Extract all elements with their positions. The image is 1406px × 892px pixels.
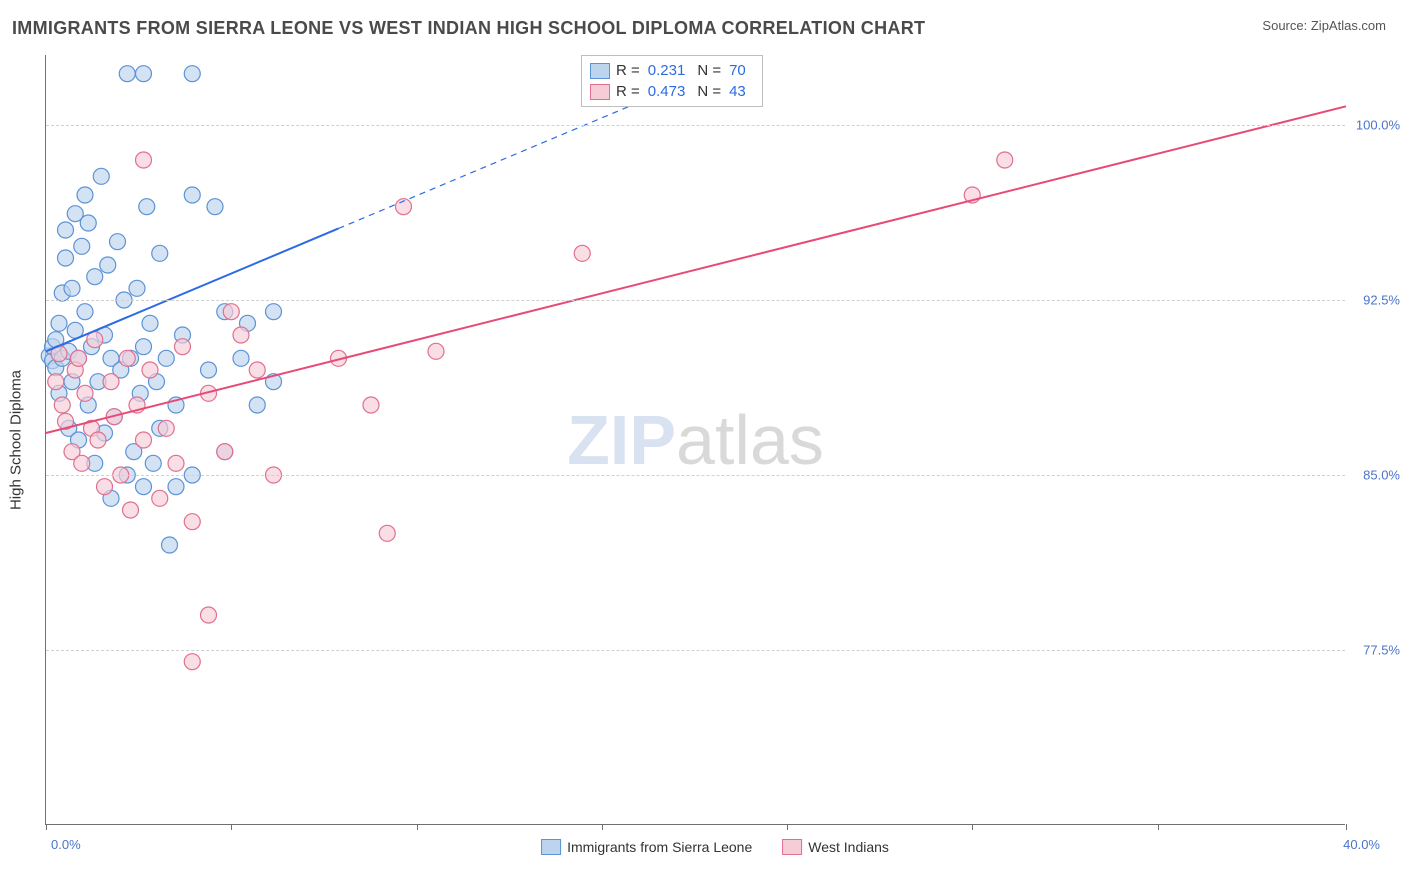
x-tick (231, 824, 232, 830)
y-tick-label: 77.5% (1350, 643, 1400, 658)
legend-label: West Indians (808, 839, 889, 855)
x-tick (972, 824, 973, 830)
y-tick-label: 92.5% (1350, 293, 1400, 308)
legend-swatch (541, 839, 561, 855)
legend-label: Immigrants from Sierra Leone (567, 839, 752, 855)
n-value: 70 (727, 62, 752, 79)
x-tick (602, 824, 603, 830)
legend-item: Immigrants from Sierra Leone (541, 839, 752, 855)
n-label: N = (697, 83, 721, 100)
x-axis-max-label: 40.0% (1343, 837, 1380, 852)
y-axis-title: High School Diploma (8, 369, 25, 509)
plot-area: ZIPatlas R =0.231N =70R =0.473N =43 High… (45, 55, 1345, 825)
legend-swatch (590, 84, 610, 100)
series-legend: Immigrants from Sierra Leone West Indians (541, 839, 889, 855)
legend-item: West Indians (782, 839, 889, 855)
x-tick (787, 824, 788, 830)
gridline (46, 650, 1345, 651)
x-tick (1346, 824, 1347, 830)
gridline (46, 475, 1345, 476)
chart-title: IMMIGRANTS FROM SIERRA LEONE VS WEST IND… (12, 18, 925, 39)
stats-legend-row: R = 0.473 N = 43 (590, 81, 752, 102)
stats-legend-row: R = 0.231 N = 70 (590, 60, 752, 81)
legend-swatch (782, 839, 802, 855)
n-label: N = (697, 62, 721, 79)
y-tick-label: 100.0% (1350, 118, 1400, 133)
x-axis-min-label: 0.0% (51, 837, 81, 852)
r-value: 0.473 (646, 83, 692, 100)
x-tick (1158, 824, 1159, 830)
n-value: 43 (727, 83, 752, 100)
plot-container: ZIPatlas R =0.231N =70R =0.473N =43 High… (45, 55, 1385, 825)
r-label: R = (616, 83, 640, 100)
legend-swatch (590, 63, 610, 79)
source-credit: Source: ZipAtlas.com (1262, 18, 1386, 33)
r-value: 0.231 (646, 62, 692, 79)
y-tick-label: 85.0% (1350, 468, 1400, 483)
r-label: R = (616, 62, 640, 79)
x-tick (46, 824, 47, 830)
gridline (46, 300, 1345, 301)
x-tick (417, 824, 418, 830)
gridline (46, 125, 1345, 126)
trend-lines-layer (46, 55, 1346, 825)
stats-legend-box: R = 0.231 N = 70 R = 0.473 N = 43 (581, 55, 763, 107)
trend-line-solid (46, 228, 339, 351)
